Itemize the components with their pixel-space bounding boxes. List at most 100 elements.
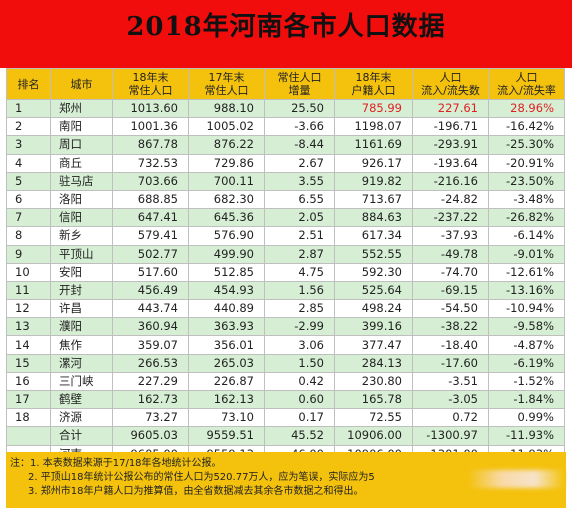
table-cell: 454.93 <box>188 280 265 301</box>
table-cell: 13 <box>6 317 51 337</box>
table-cell: 焦作 <box>50 335 113 355</box>
table-cell: 377.47 <box>334 335 413 355</box>
column-header-text: 户籍人口 <box>351 84 396 97</box>
table-cell: -74.70 <box>412 262 489 282</box>
table-row: 11 开封 456.49 454.93 1.56 525.64 -69.15 -13.16% <box>6 280 565 301</box>
table-cell: -10.94% <box>488 299 565 319</box>
table-cell: 28.96% <box>488 98 565 119</box>
table-cell: 456.49 <box>112 280 189 301</box>
table-row: 18 济源 73.27 73.10 0.17 72.55 0.72 0.99% <box>6 408 565 428</box>
table-cell: -3.48% <box>488 189 565 210</box>
table-cell: 8 <box>6 226 51 246</box>
table-cell: 72.55 <box>334 408 413 428</box>
column-header: 人口 流入/流失数 <box>412 68 489 100</box>
population-table: 排名 城市 18年末 常住人口 17年末 常住人口 常住人口 增量 18年末 户籍人口 人口 流入/流… <box>6 68 565 464</box>
table-cell: 2.05 <box>264 208 335 228</box>
column-header-text: 人口 <box>515 71 538 84</box>
table-row: 7 信阳 647.41 645.36 2.05 884.63 -237.22 -26.82% <box>6 208 565 228</box>
table-cell: 356.01 <box>188 335 265 355</box>
table-cell: 552.55 <box>334 244 413 264</box>
table-cell: -4.87% <box>488 335 565 355</box>
column-header: 17年末 常住人口 <box>188 68 265 100</box>
table-cell: 443.74 <box>112 299 189 319</box>
table-cell <box>6 426 51 446</box>
table-cell: 南阳 <box>50 117 113 137</box>
table-row: 1 郑州 1013.60 988.10 25.50 785.99 227.61 28.96% <box>6 98 565 119</box>
table-cell: -17.60 <box>412 353 489 373</box>
table-row: 2 南阳 1001.36 1005.02 -3.66 1198.07 -196.71 -16.… <box>6 117 565 137</box>
table-cell: -9.58% <box>488 317 565 337</box>
table-cell: -193.64 <box>412 153 489 173</box>
footnote-2: 2. 平顶山18年统计公报公布的常住人口为520.77万人，应为笔误，实际应为5 <box>28 472 375 483</box>
table-cell: 647.41 <box>112 208 189 228</box>
table-cell: 440.89 <box>188 299 265 319</box>
table-cell: 682.30 <box>188 189 265 210</box>
table-cell: 3.06 <box>264 335 335 355</box>
table-cell: 4.75 <box>264 262 335 282</box>
table-cell: 鹤壁 <box>50 389 113 410</box>
column-header-text: 流入/流失数 <box>421 84 480 97</box>
table-cell: 525.64 <box>334 280 413 301</box>
blurred-overlay <box>468 470 564 488</box>
table-cell: 周口 <box>50 135 113 155</box>
table-row: 5 驻马店 703.66 700.11 3.55 919.82 -216.16 -23.50% <box>6 171 565 191</box>
column-header-text: 流入/流失率 <box>497 84 556 97</box>
column-header: 18年末 常住人口 <box>112 68 189 100</box>
table-cell: 6.55 <box>264 189 335 210</box>
table-cell: -11.93% <box>488 426 565 446</box>
table-cell: 新乡 <box>50 226 113 246</box>
column-header: 排名 <box>6 68 51 100</box>
column-header-text: 18年末 <box>355 71 392 84</box>
table-cell: 4 <box>6 153 51 173</box>
table-cell: 17 <box>6 389 51 410</box>
table-cell: -37.93 <box>412 226 489 246</box>
table-cell: 713.67 <box>334 189 413 210</box>
table-cell: 227.61 <box>412 98 489 119</box>
table-row: 合计 9605.03 9559.51 45.52 10906.00 -1300.97 -11… <box>6 426 565 446</box>
table-cell: 9 <box>6 244 51 264</box>
table-cell: 6 <box>6 189 51 210</box>
table-row: 9 平顶山 502.77 499.90 2.87 552.55 -49.78 -9.01% <box>6 244 565 264</box>
table-cell: 12 <box>6 299 51 319</box>
table-cell: 2.85 <box>264 299 335 319</box>
table-cell: 926.17 <box>334 153 413 173</box>
table-cell: 1013.60 <box>112 98 189 119</box>
table-cell: 1161.69 <box>334 135 413 155</box>
table-cell: 884.63 <box>334 208 413 228</box>
table-cell: 266.53 <box>112 353 189 373</box>
page-title: 2018年河南各市人口数据 <box>126 12 446 42</box>
table-row: 14 焦作 359.07 356.01 3.06 377.47 -18.40 -4.87% <box>6 335 565 355</box>
table-cell: 5 <box>6 171 51 191</box>
table-cell: -196.71 <box>412 117 489 137</box>
table-cell: -26.82% <box>488 208 565 228</box>
table-cell: 919.82 <box>334 171 413 191</box>
table-body: 1 郑州 1013.60 988.10 25.50 785.99 227.61 28.96% 2… <box>6 98 565 464</box>
table-cell: 7 <box>6 208 51 228</box>
table-cell: -3.05 <box>412 389 489 410</box>
table-cell: 16 <box>6 371 51 392</box>
column-header-text: 17年末 <box>208 71 245 84</box>
column-header-text: 城市 <box>70 77 93 91</box>
table-cell: 驻马店 <box>50 171 113 191</box>
table-cell: 785.99 <box>334 98 413 119</box>
table-cell: 3 <box>6 135 51 155</box>
table-cell: 592.30 <box>334 262 413 282</box>
column-header-text: 常住人口 <box>204 84 249 97</box>
table-cell: -9.01% <box>488 244 565 264</box>
table-cell: 162.13 <box>188 389 265 410</box>
table-cell: -69.15 <box>412 280 489 301</box>
table-cell: 512.85 <box>188 262 265 282</box>
table-cell: 濮阳 <box>50 317 113 337</box>
table-cell: 226.87 <box>188 371 265 392</box>
table-cell: 平顶山 <box>50 244 113 264</box>
table-row: 15 漯河 266.53 265.03 1.50 284.13 -17.60 -6.19% <box>6 353 565 373</box>
table-cell: 合计 <box>50 426 113 446</box>
table-cell: -16.42% <box>488 117 565 137</box>
table-cell: 73.27 <box>112 408 189 428</box>
table-cell: -38.22 <box>412 317 489 337</box>
table-cell: 867.78 <box>112 135 189 155</box>
table-cell: 洛阳 <box>50 189 113 210</box>
table-cell: 230.80 <box>334 371 413 392</box>
table-cell: -54.50 <box>412 299 489 319</box>
table-cell: -2.99 <box>264 317 335 337</box>
